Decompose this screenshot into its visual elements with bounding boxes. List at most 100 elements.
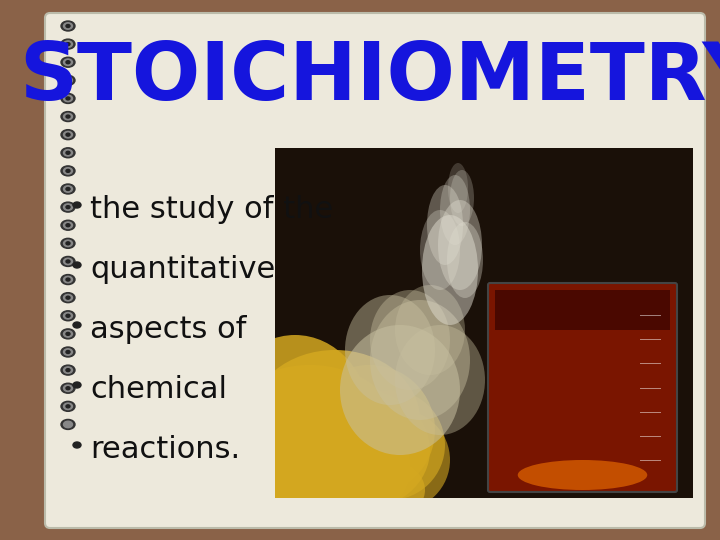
Ellipse shape — [61, 39, 75, 49]
Ellipse shape — [73, 442, 81, 448]
Ellipse shape — [63, 204, 73, 211]
Ellipse shape — [340, 325, 460, 455]
Ellipse shape — [290, 390, 430, 510]
Text: quantitative: quantitative — [90, 255, 275, 284]
Ellipse shape — [63, 349, 73, 355]
Ellipse shape — [63, 186, 73, 192]
Ellipse shape — [395, 325, 485, 435]
Ellipse shape — [447, 222, 483, 298]
Ellipse shape — [345, 295, 435, 405]
Ellipse shape — [61, 293, 75, 302]
Text: chemical: chemical — [90, 375, 227, 404]
Ellipse shape — [61, 456, 75, 465]
Ellipse shape — [73, 202, 81, 208]
Ellipse shape — [66, 242, 70, 245]
FancyBboxPatch shape — [45, 13, 705, 528]
Ellipse shape — [61, 274, 75, 285]
Ellipse shape — [61, 57, 75, 67]
Ellipse shape — [66, 278, 70, 281]
Ellipse shape — [63, 330, 73, 337]
Ellipse shape — [66, 97, 70, 100]
Ellipse shape — [66, 260, 70, 263]
Ellipse shape — [61, 166, 75, 176]
Ellipse shape — [61, 148, 75, 158]
Ellipse shape — [66, 369, 70, 372]
Ellipse shape — [66, 495, 70, 498]
Ellipse shape — [61, 130, 75, 140]
Ellipse shape — [315, 455, 425, 525]
Ellipse shape — [61, 420, 75, 429]
Ellipse shape — [265, 450, 395, 530]
Ellipse shape — [310, 425, 410, 515]
FancyBboxPatch shape — [495, 290, 670, 330]
Ellipse shape — [66, 60, 70, 64]
Ellipse shape — [350, 410, 450, 510]
Ellipse shape — [61, 184, 75, 194]
Ellipse shape — [305, 365, 435, 495]
Ellipse shape — [422, 215, 478, 325]
Ellipse shape — [61, 202, 75, 212]
Ellipse shape — [63, 367, 73, 373]
Ellipse shape — [63, 150, 73, 156]
Ellipse shape — [61, 492, 75, 502]
Ellipse shape — [61, 21, 75, 31]
Ellipse shape — [370, 300, 470, 420]
Ellipse shape — [61, 112, 75, 122]
Ellipse shape — [63, 313, 73, 319]
Ellipse shape — [370, 290, 450, 390]
Ellipse shape — [220, 335, 370, 505]
Ellipse shape — [335, 390, 445, 500]
Ellipse shape — [66, 133, 70, 136]
Ellipse shape — [63, 113, 73, 120]
Ellipse shape — [63, 457, 73, 464]
Ellipse shape — [66, 333, 70, 335]
Text: STOICHIOMETRY: STOICHIOMETRY — [19, 39, 720, 117]
Ellipse shape — [63, 258, 73, 265]
Ellipse shape — [63, 512, 73, 518]
Ellipse shape — [220, 400, 330, 520]
Ellipse shape — [61, 93, 75, 104]
Ellipse shape — [61, 474, 75, 484]
Ellipse shape — [61, 347, 75, 357]
Ellipse shape — [63, 131, 73, 138]
Ellipse shape — [66, 206, 70, 208]
Ellipse shape — [66, 441, 70, 444]
Ellipse shape — [280, 415, 410, 515]
Ellipse shape — [66, 350, 70, 354]
Ellipse shape — [63, 494, 73, 500]
Ellipse shape — [61, 329, 75, 339]
Ellipse shape — [63, 385, 73, 392]
Text: the study of the: the study of the — [90, 195, 333, 224]
Ellipse shape — [63, 59, 73, 65]
FancyBboxPatch shape — [267, 140, 701, 506]
Ellipse shape — [220, 385, 350, 525]
Ellipse shape — [427, 185, 463, 265]
Ellipse shape — [61, 311, 75, 321]
Ellipse shape — [450, 170, 474, 226]
Ellipse shape — [63, 476, 73, 482]
Ellipse shape — [66, 477, 70, 480]
Ellipse shape — [63, 167, 73, 174]
Ellipse shape — [438, 200, 482, 290]
Ellipse shape — [61, 238, 75, 248]
Ellipse shape — [61, 510, 75, 520]
Ellipse shape — [61, 220, 75, 230]
Ellipse shape — [66, 151, 70, 154]
Ellipse shape — [518, 460, 647, 490]
Text: reactions.: reactions. — [90, 435, 240, 464]
Ellipse shape — [66, 115, 70, 118]
Ellipse shape — [63, 294, 73, 301]
Ellipse shape — [61, 256, 75, 266]
Ellipse shape — [73, 382, 81, 388]
Ellipse shape — [66, 405, 70, 408]
Text: aspects of: aspects of — [90, 315, 246, 344]
Ellipse shape — [240, 415, 380, 525]
Ellipse shape — [66, 79, 70, 82]
Ellipse shape — [215, 365, 405, 525]
Ellipse shape — [63, 77, 73, 84]
Ellipse shape — [66, 24, 70, 28]
Ellipse shape — [230, 385, 350, 495]
Ellipse shape — [63, 421, 73, 428]
Ellipse shape — [66, 170, 70, 172]
Ellipse shape — [66, 514, 70, 516]
